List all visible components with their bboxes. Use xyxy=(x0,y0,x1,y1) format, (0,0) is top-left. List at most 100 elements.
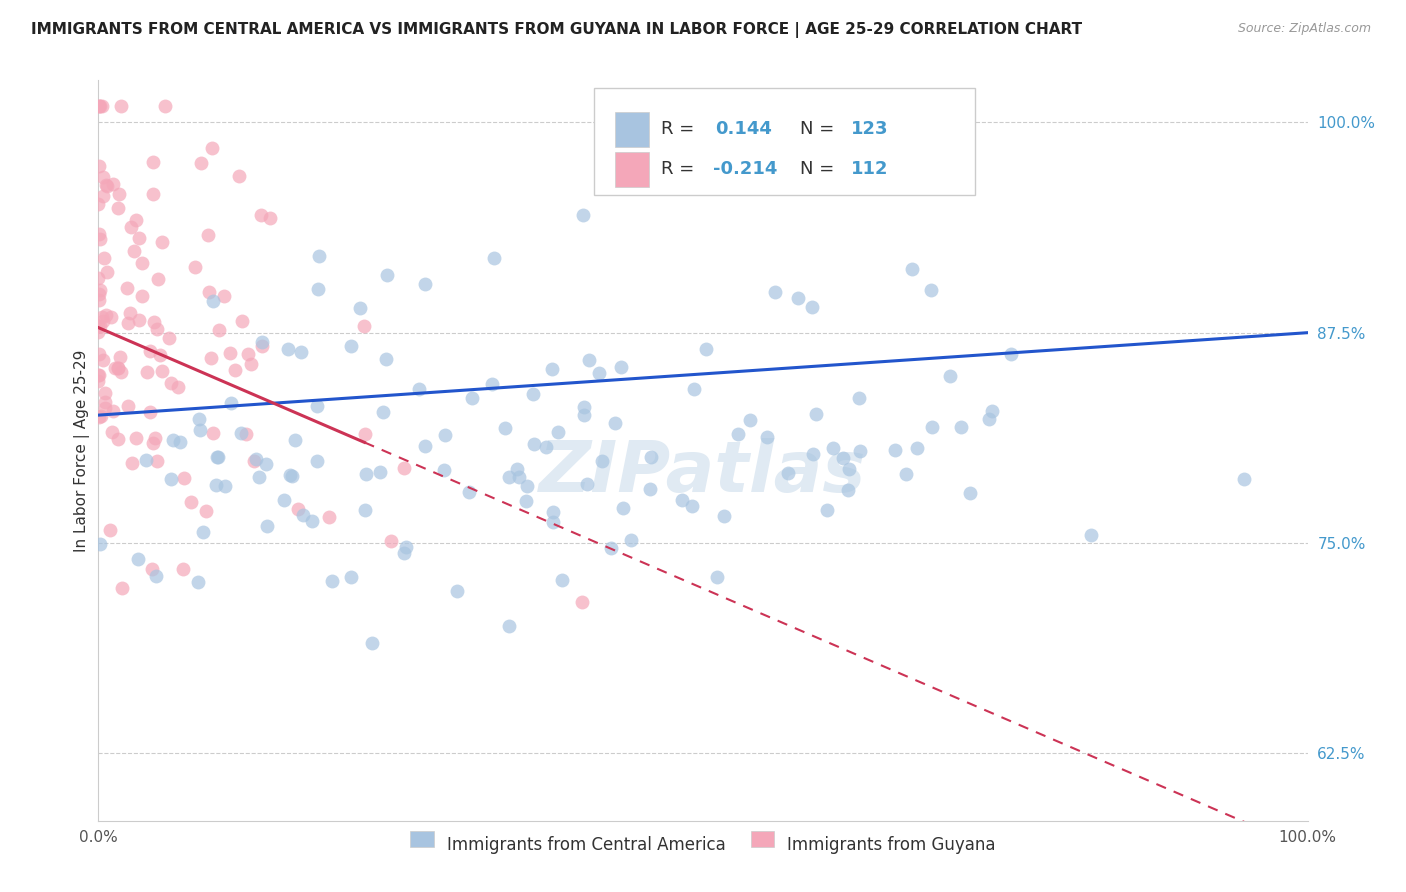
Point xyxy=(340,339,363,353)
Point xyxy=(172,561,194,575)
Point xyxy=(167,380,190,394)
Point xyxy=(508,470,530,484)
Point xyxy=(87,197,110,211)
Point xyxy=(727,427,749,442)
Point xyxy=(738,413,761,427)
Point xyxy=(250,339,273,353)
Point xyxy=(681,499,703,513)
Point xyxy=(894,467,917,481)
Point xyxy=(522,386,544,401)
Point xyxy=(290,345,312,359)
Point xyxy=(551,573,574,587)
Point xyxy=(142,155,165,169)
Point xyxy=(187,575,209,590)
Point xyxy=(763,285,786,299)
Point xyxy=(187,412,209,426)
Point xyxy=(541,362,564,376)
Point xyxy=(415,277,437,291)
Point xyxy=(162,434,184,448)
Point xyxy=(93,251,115,265)
Point xyxy=(541,515,564,529)
Point xyxy=(200,351,222,365)
Point xyxy=(139,405,162,419)
Point xyxy=(318,510,340,524)
Point xyxy=(920,283,942,297)
Point xyxy=(87,270,110,285)
Point xyxy=(117,400,139,414)
Point xyxy=(821,441,844,455)
Point xyxy=(571,595,593,609)
Point xyxy=(96,265,118,279)
Point xyxy=(804,407,827,421)
Point xyxy=(100,310,122,325)
Point xyxy=(107,360,129,375)
Point xyxy=(354,502,377,516)
Point xyxy=(100,523,122,537)
Point xyxy=(94,178,117,192)
Point xyxy=(360,636,382,650)
Point xyxy=(207,450,229,465)
Text: N =: N = xyxy=(800,120,839,138)
Point xyxy=(149,348,172,362)
Point xyxy=(640,483,662,497)
Point xyxy=(838,461,860,475)
FancyBboxPatch shape xyxy=(614,152,648,187)
Point xyxy=(91,189,114,203)
Point xyxy=(482,251,505,265)
Point xyxy=(101,177,124,191)
Point xyxy=(413,438,436,452)
Text: ZIPatlas: ZIPatlas xyxy=(540,438,866,508)
Point xyxy=(301,514,323,528)
Point xyxy=(308,249,330,263)
Point xyxy=(201,293,224,308)
Point xyxy=(91,310,114,325)
Point xyxy=(125,213,148,227)
Point xyxy=(142,186,165,201)
Point xyxy=(1080,528,1102,542)
Point xyxy=(111,581,134,595)
Point xyxy=(91,314,114,328)
Point xyxy=(90,409,112,424)
Point xyxy=(107,360,129,375)
Point xyxy=(89,537,111,551)
Point xyxy=(256,518,278,533)
Point xyxy=(591,454,613,468)
Point xyxy=(523,437,546,451)
Point xyxy=(89,232,111,246)
Point xyxy=(87,409,110,424)
Point xyxy=(173,471,195,485)
Point xyxy=(87,346,110,360)
Point xyxy=(787,291,810,305)
Point xyxy=(214,478,236,492)
Point xyxy=(498,470,520,484)
Point xyxy=(921,419,943,434)
Point xyxy=(572,209,595,223)
Point xyxy=(433,463,456,477)
Point xyxy=(287,501,309,516)
Point xyxy=(610,359,633,374)
Point xyxy=(959,486,981,500)
Point xyxy=(392,546,415,560)
Point xyxy=(273,493,295,508)
Point xyxy=(180,495,202,509)
Text: IMMIGRANTS FROM CENTRAL AMERICA VS IMMIGRANTS FROM GUYANA IN LABOR FORCE | AGE 2: IMMIGRANTS FROM CENTRAL AMERICA VS IMMIG… xyxy=(31,22,1083,38)
Point xyxy=(91,170,114,185)
Point xyxy=(259,211,281,225)
Point xyxy=(110,365,132,379)
Point xyxy=(127,552,149,566)
Point xyxy=(695,342,717,356)
Point xyxy=(117,281,139,295)
Point xyxy=(191,525,214,540)
Point xyxy=(157,331,180,345)
Point xyxy=(572,409,595,423)
Point xyxy=(131,256,153,270)
Text: R =: R = xyxy=(661,161,700,178)
Point xyxy=(146,272,169,286)
Point xyxy=(612,501,634,516)
Point xyxy=(139,344,162,359)
Point xyxy=(349,301,371,316)
Point xyxy=(481,376,503,391)
Point xyxy=(307,282,329,296)
Point xyxy=(368,465,391,479)
Point xyxy=(239,357,262,371)
